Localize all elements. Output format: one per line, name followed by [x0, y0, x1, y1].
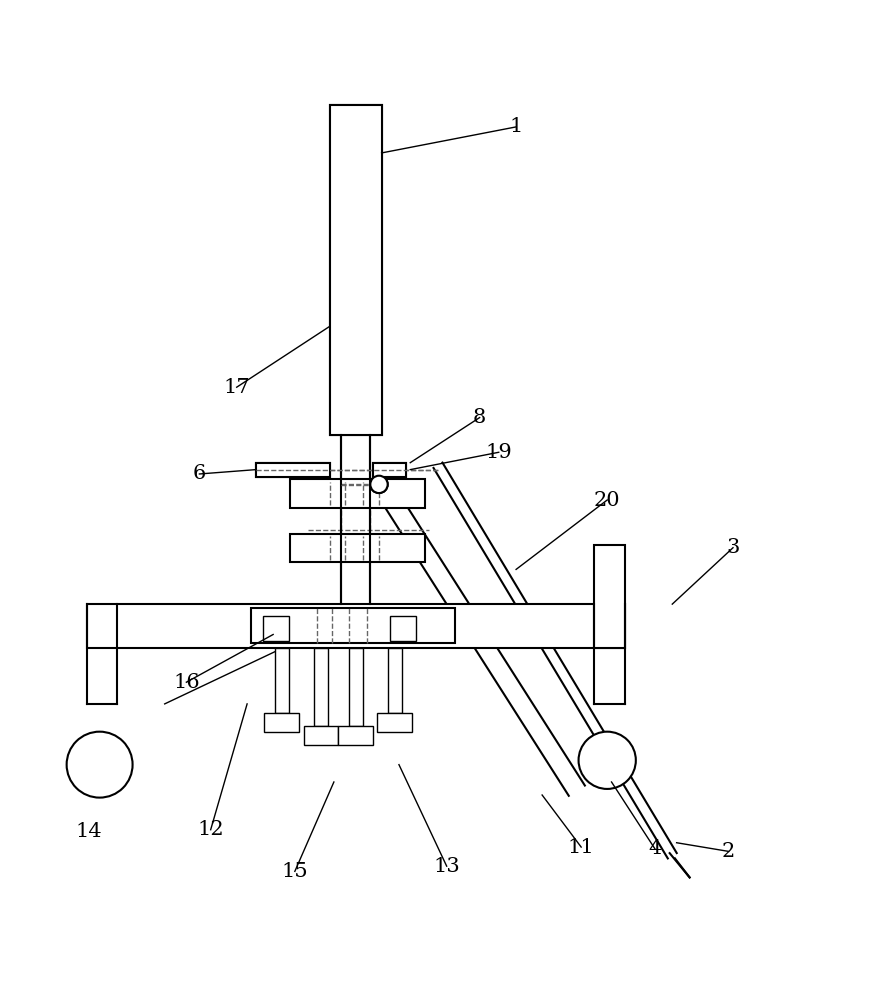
Bar	[87, 604, 625, 648]
Bar	[349, 648, 363, 726]
Text: 13: 13	[434, 857, 460, 876]
Bar	[594, 545, 625, 648]
Bar	[291, 534, 425, 562]
Text: 15: 15	[281, 862, 308, 881]
Bar	[391, 616, 416, 641]
Text: 20: 20	[594, 490, 620, 510]
Bar	[251, 608, 456, 643]
Bar	[265, 713, 300, 732]
Text: 17: 17	[223, 378, 250, 397]
Circle shape	[371, 476, 388, 493]
Text: 1: 1	[510, 117, 523, 136]
Bar	[329, 105, 382, 435]
Bar	[263, 616, 289, 641]
Bar	[303, 726, 338, 745]
Text: 3: 3	[726, 538, 739, 557]
Bar	[373, 463, 406, 477]
Circle shape	[371, 476, 388, 493]
Bar	[373, 463, 406, 477]
Text: 11: 11	[568, 838, 595, 857]
Text: 4: 4	[648, 839, 661, 858]
Bar	[388, 648, 401, 713]
Bar	[256, 463, 329, 477]
Bar	[275, 648, 289, 713]
Circle shape	[67, 732, 132, 798]
Text: 12: 12	[197, 820, 224, 839]
Bar	[314, 648, 328, 726]
Text: 6: 6	[193, 464, 206, 483]
Bar	[329, 105, 382, 435]
Bar	[256, 463, 329, 477]
Text: 2: 2	[722, 842, 735, 861]
Text: 14: 14	[76, 822, 102, 841]
Bar	[378, 713, 412, 732]
Text: 8: 8	[473, 408, 486, 427]
Text: 16: 16	[173, 673, 200, 692]
Circle shape	[578, 732, 636, 789]
Text: 19: 19	[485, 443, 512, 462]
Bar	[291, 479, 425, 508]
Bar	[338, 726, 373, 745]
